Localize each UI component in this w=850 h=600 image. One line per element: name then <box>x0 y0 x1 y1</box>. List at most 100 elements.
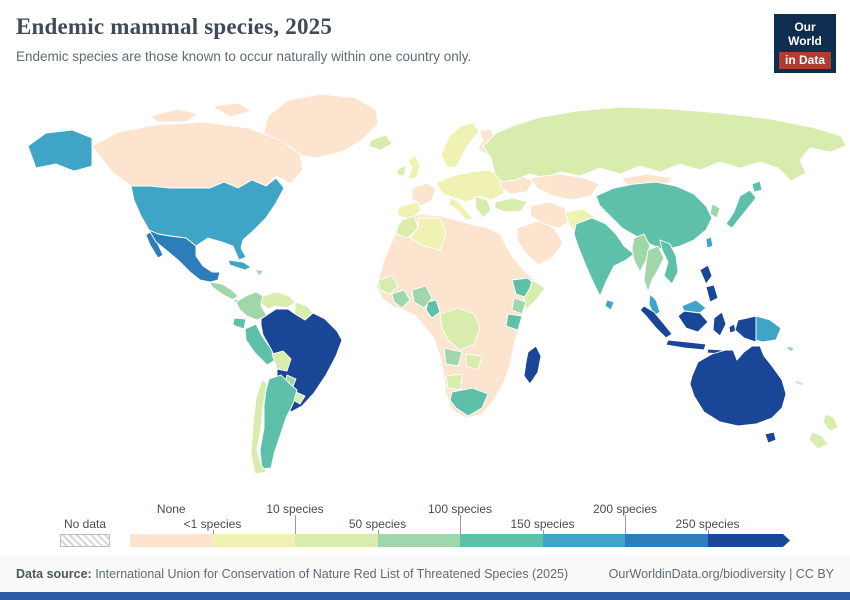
country-angola[interactable] <box>443 347 463 367</box>
data-source-label: Data source: <box>16 567 92 581</box>
country-brazil[interactable] <box>260 308 343 413</box>
country-balkans[interactable] <box>474 195 492 219</box>
country-arctic-islands[interactable] <box>149 108 199 123</box>
country-taiwan[interactable] <box>705 236 714 249</box>
country-thailand[interactable] <box>643 245 665 293</box>
country-ghana[interactable] <box>391 289 411 309</box>
country-new-caledonia[interactable] <box>794 379 805 387</box>
legend-tick <box>625 515 626 534</box>
legend-swatch-2[interactable] <box>295 534 378 547</box>
country-chile[interactable] <box>250 378 268 475</box>
country-namibia[interactable] <box>445 373 463 391</box>
country-china[interactable] <box>595 181 713 251</box>
header-text: Endemic mammal species, 2025 Endemic spe… <box>16 14 471 64</box>
country-borneo-indonesia[interactable] <box>677 310 709 333</box>
country-somalia[interactable] <box>523 279 546 311</box>
country-colombia[interactable] <box>235 291 268 321</box>
legend-tick <box>460 515 461 534</box>
legend-label: 200 species <box>592 502 658 516</box>
country-alaska[interactable] <box>27 129 93 172</box>
country-hispaniola[interactable] <box>254 268 265 277</box>
legend-label: 250 species <box>675 517 740 531</box>
owid-logo[interactable]: Our World in Data <box>774 14 836 74</box>
page-title: Endemic mammal species, 2025 <box>16 14 333 39</box>
legend-tick <box>212 530 214 534</box>
country-papua-new-guinea[interactable] <box>755 315 782 343</box>
country-iceland[interactable] <box>368 134 393 151</box>
country-australia[interactable] <box>689 345 787 427</box>
legend-label: 50 species <box>348 517 407 531</box>
no-data-swatch[interactable] <box>60 534 110 547</box>
legend: No data None <1 species 10 species 50 speci… <box>0 500 850 552</box>
world-map[interactable] <box>0 88 850 488</box>
legend-label: None <box>156 502 186 516</box>
data-source-text: International Union for Conservation of … <box>91 567 569 581</box>
country-kenya[interactable] <box>511 297 527 315</box>
country-ecuador[interactable] <box>232 317 247 330</box>
footer: Data source: International Union for Con… <box>0 556 850 592</box>
country-japan[interactable] <box>725 189 757 229</box>
country-sulawesi[interactable] <box>712 311 727 337</box>
legend-swatch-0[interactable] <box>130 534 213 547</box>
legend-label: <1 species <box>183 517 242 531</box>
legend-swatch-6[interactable] <box>625 534 708 547</box>
country-south-africa[interactable] <box>449 387 489 417</box>
country-italy[interactable] <box>448 197 474 222</box>
legend-swatch-1[interactable] <box>212 534 295 547</box>
country-scandinavia[interactable] <box>440 122 480 169</box>
country-tanzania[interactable] <box>505 313 523 331</box>
country-new-zealand[interactable] <box>808 431 829 450</box>
country-sumatra[interactable] <box>639 305 673 339</box>
country-philippines[interactable] <box>699 264 713 285</box>
country-argentina[interactable] <box>259 374 298 470</box>
country-guatemala[interactable] <box>209 281 239 301</box>
country-java[interactable] <box>665 339 707 351</box>
legend-tick <box>377 530 379 534</box>
legend-label: 100 species <box>427 502 493 516</box>
country-cuba[interactable] <box>227 259 252 271</box>
country-algeria[interactable] <box>409 217 447 251</box>
country-arctic-islands[interactable] <box>211 102 253 118</box>
footer-link[interactable]: OurWorldinData.org/biodiversity | CC BY <box>608 567 834 581</box>
country-korea[interactable] <box>709 203 721 219</box>
country-cameroon[interactable] <box>425 299 441 319</box>
country-greenland[interactable] <box>261 93 379 159</box>
legend-label: 10 species <box>266 502 324 516</box>
country-tasmania[interactable] <box>764 431 777 444</box>
country-ireland[interactable] <box>395 165 407 177</box>
country-turkey[interactable] <box>494 197 528 213</box>
country-mexico[interactable] <box>148 229 221 283</box>
header: Endemic mammal species, 2025 Endemic spe… <box>16 14 836 74</box>
country-bolivia[interactable] <box>271 350 292 372</box>
country-japan[interactable] <box>751 180 763 193</box>
country-vietnam[interactable] <box>659 239 679 285</box>
country-new-zealand[interactable] <box>822 413 839 432</box>
bottom-accent-bar <box>0 592 850 600</box>
country-maluku[interactable] <box>728 323 737 334</box>
country-west-papua[interactable] <box>734 315 757 343</box>
country-india[interactable] <box>573 217 635 297</box>
country-madagascar[interactable] <box>523 345 542 385</box>
country-kazakhstan[interactable] <box>529 173 600 201</box>
country-philippines[interactable] <box>705 284 719 303</box>
country-borneo-malaysia[interactable] <box>681 299 707 314</box>
country-dr-congo[interactable] <box>439 307 481 351</box>
country-central-europe[interactable] <box>435 169 508 203</box>
country-russia[interactable] <box>482 106 847 183</box>
legend-swatch-3[interactable] <box>377 534 460 547</box>
country-myanmar[interactable] <box>631 233 651 273</box>
country-guinea[interactable] <box>377 275 399 295</box>
country-venezuela[interactable] <box>260 291 296 310</box>
legend-swatch-4[interactable] <box>460 534 543 547</box>
country-saudi-arabia[interactable] <box>516 220 564 266</box>
legend-bar <box>130 534 790 547</box>
legend-swatch-7[interactable] <box>708 534 791 547</box>
country-solomon-islands[interactable] <box>786 345 795 353</box>
legend-swatch-5[interactable] <box>542 534 625 547</box>
legend-tick <box>295 515 296 534</box>
country-uk[interactable] <box>407 154 421 181</box>
country-france[interactable] <box>410 182 437 207</box>
country-zambia[interactable] <box>465 353 483 371</box>
country-sri-lanka[interactable] <box>604 299 615 311</box>
country-morocco[interactable] <box>395 215 419 239</box>
